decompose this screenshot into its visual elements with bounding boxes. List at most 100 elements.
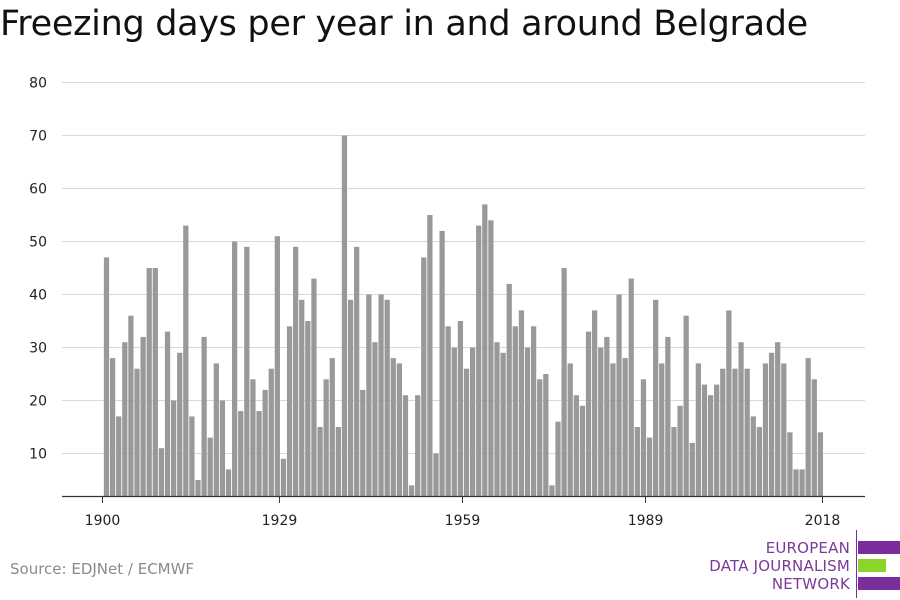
bar-2006 <box>750 416 756 496</box>
bar-2000 <box>714 384 720 496</box>
bar-1962 <box>482 204 488 496</box>
bar-2010 <box>775 342 781 496</box>
bar-1980 <box>592 310 598 496</box>
bar-1944 <box>372 342 378 496</box>
bar-2001 <box>720 368 726 496</box>
bar-1915 <box>195 480 201 496</box>
bar-1911 <box>170 400 177 496</box>
bar-1927 <box>268 368 274 496</box>
bar-1953 <box>427 215 433 496</box>
bar-2011 <box>781 363 787 496</box>
bar-1991 <box>659 363 665 496</box>
bar-1924 <box>250 379 256 496</box>
y-tick-label-40: 40 <box>29 288 47 304</box>
bar-1902 <box>116 416 122 496</box>
bar-1939 <box>341 135 348 496</box>
bar-1968 <box>518 310 525 496</box>
bar-1982 <box>604 336 610 496</box>
bar-1995 <box>683 315 689 496</box>
bar-1910 <box>164 331 171 496</box>
bar-1992 <box>665 336 671 496</box>
bar-1945 <box>378 294 384 496</box>
logo-line-2: DATA JOURNALISM <box>709 557 850 575</box>
bar-1963 <box>488 220 494 497</box>
bar-1914 <box>189 416 195 496</box>
bar-1909 <box>158 448 165 496</box>
bar-1985 <box>622 358 628 496</box>
bars <box>103 135 824 497</box>
bar-1966 <box>506 283 512 496</box>
bar-1904 <box>128 315 134 496</box>
bar-1972 <box>543 374 549 496</box>
bar-1986 <box>628 278 634 496</box>
bar-1947 <box>390 358 396 496</box>
bar-1952 <box>421 257 427 496</box>
bar-1997 <box>695 363 701 496</box>
bar-1956 <box>445 326 451 496</box>
bar-2009 <box>768 352 775 496</box>
bar-1957 <box>451 347 457 496</box>
bar-1930 <box>286 326 293 496</box>
bar-1935 <box>317 427 323 496</box>
x-tick-label-2018: 2018 <box>805 513 841 529</box>
bar-2014 <box>799 469 805 496</box>
bar-1901 <box>109 358 116 496</box>
y-axis-tick-labels: 10 20 30 40 50 60 70 80 <box>29 76 47 463</box>
bar-1943 <box>366 294 372 496</box>
bar-1973 <box>549 485 555 496</box>
bar-1964 <box>494 342 500 496</box>
source-note: Source: EDJNet / ECMWF <box>10 560 195 578</box>
bar-1994 <box>677 405 683 496</box>
bar-1934 <box>311 278 317 496</box>
bar-1959 <box>463 368 470 496</box>
bar-1978 <box>579 405 586 496</box>
bar-1977 <box>573 395 579 496</box>
bar-1905 <box>134 368 140 496</box>
bar-1903 <box>122 342 128 496</box>
bar-1969 <box>524 347 531 496</box>
bar-2007 <box>756 427 763 496</box>
bar-1912 <box>177 352 183 496</box>
bar-1931 <box>293 246 299 496</box>
bar-1938 <box>335 427 341 496</box>
bar-1926 <box>262 389 268 496</box>
bar-1951 <box>415 395 421 496</box>
bar-1984 <box>616 294 622 496</box>
bar-1919 <box>219 400 226 496</box>
edjnet-logo: EUROPEAN DATA JOURNALISM NETWORK <box>690 530 900 598</box>
bar-1918 <box>213 363 219 496</box>
bar-1900 <box>103 257 110 496</box>
bar-1993 <box>671 427 677 496</box>
bar-1928 <box>274 236 280 496</box>
bar-1940 <box>347 299 354 496</box>
bar-1996 <box>689 442 695 496</box>
y-tick-label-80: 80 <box>29 76 47 92</box>
bar-1976 <box>567 363 573 496</box>
bar-1988 <box>640 379 647 496</box>
bar-2012 <box>787 432 793 496</box>
x-tick-label-1989: 1989 <box>628 513 664 529</box>
bar-1960 <box>469 347 476 496</box>
x-tick-label-1900: 1900 <box>85 513 121 529</box>
bar-1942 <box>360 389 366 496</box>
x-axis: 1900 1929 1959 1989 2018 <box>62 495 865 529</box>
y-tick-label-10: 10 <box>29 447 47 463</box>
grid-lines <box>62 82 865 454</box>
bar-1971 <box>537 379 543 496</box>
bar-1981 <box>598 347 604 496</box>
logo-bar-middle <box>858 559 886 572</box>
chart-title: Freezing days per year in and around Bel… <box>0 4 808 44</box>
logo-bar-top <box>858 541 900 554</box>
y-tick-label-70: 70 <box>29 129 47 145</box>
bar-1958 <box>457 321 464 496</box>
x-tick-label-1959: 1959 <box>445 513 481 529</box>
bar-1917 <box>207 437 213 496</box>
bar-1937 <box>329 358 335 496</box>
bar-1954 <box>433 453 439 496</box>
bar-1921 <box>232 241 238 496</box>
y-tick-label-60: 60 <box>29 182 47 198</box>
bar-2013 <box>793 469 799 496</box>
bar-1922 <box>238 411 244 496</box>
bar-1925 <box>256 411 262 496</box>
